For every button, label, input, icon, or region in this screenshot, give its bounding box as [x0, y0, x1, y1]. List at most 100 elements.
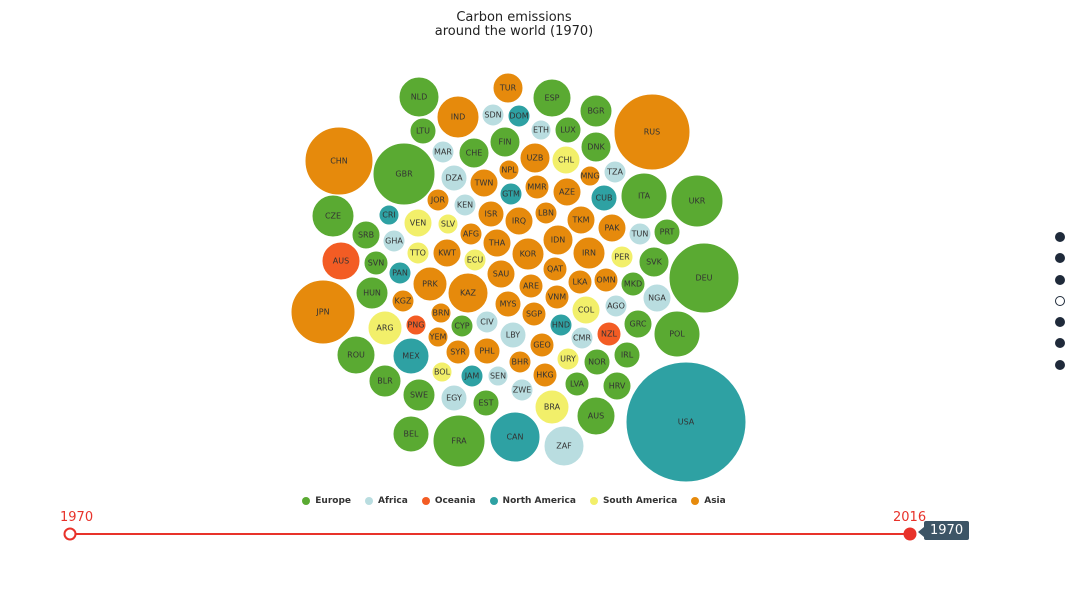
bubble-bra[interactable]: BRA [534, 389, 570, 425]
bubble-nor[interactable]: NOR [583, 348, 611, 376]
bubble-circle[interactable] [579, 165, 601, 187]
bubble-circle[interactable] [668, 242, 740, 314]
bubble-circle[interactable] [590, 184, 618, 212]
bubble-circle[interactable] [518, 273, 544, 299]
bubble-circle[interactable] [551, 145, 581, 175]
bubble-ita[interactable]: ITA [620, 172, 668, 220]
bubble-afg[interactable]: AFG [459, 222, 483, 246]
bubble-svn[interactable]: SVN [363, 250, 389, 276]
bubble-circle[interactable] [529, 332, 555, 358]
bubble-circle[interactable] [487, 365, 509, 387]
bubble-hrv[interactable]: HRV [602, 371, 632, 401]
bubble-circle[interactable] [440, 164, 468, 192]
bubble-circle[interactable] [653, 218, 681, 246]
bubble-circle[interactable] [571, 295, 601, 325]
bubble-circle[interactable] [620, 271, 646, 297]
bubble-irq[interactable]: IRQ [504, 206, 534, 236]
bubble-tto[interactable]: TTO [406, 241, 430, 265]
bubble-zwe[interactable]: ZWE [510, 378, 534, 402]
bubble-circle[interactable] [472, 389, 500, 417]
bubble-circle[interactable] [613, 341, 641, 369]
bubble-circle[interactable] [431, 140, 455, 164]
bubble-kaz[interactable]: KAZ [447, 272, 489, 314]
bubble-col[interactable]: COL [571, 295, 601, 325]
bubble-nzl[interactable]: NZL [596, 321, 622, 347]
bubble-circle[interactable] [521, 301, 547, 327]
bubble-circle[interactable] [445, 339, 471, 365]
bubble-circle[interactable] [388, 261, 412, 285]
legend-item-europe[interactable]: Europe [302, 496, 351, 506]
bubble-circle[interactable] [604, 294, 628, 318]
nav-dot-4[interactable] [1055, 295, 1065, 306]
bubble-circle[interactable] [549, 313, 573, 337]
bubble-deu[interactable]: DEU [668, 242, 740, 314]
nav-dot-6[interactable] [1055, 338, 1065, 349]
bubble-eth[interactable]: ETH [530, 119, 552, 141]
bubble-circle[interactable] [403, 208, 433, 238]
bubble-prt[interactable]: PRT [653, 218, 681, 246]
bubble-circle[interactable] [511, 237, 545, 271]
bubble-circle[interactable] [625, 361, 747, 483]
bubble-chl[interactable]: CHL [551, 145, 581, 175]
bubble-uzb[interactable]: UZB [519, 142, 551, 174]
bubble-circle[interactable] [398, 76, 440, 118]
bubble-jpn[interactable]: JPN [290, 279, 356, 345]
bubble-slv[interactable]: SLV [437, 213, 459, 235]
bubble-circle[interactable] [532, 362, 558, 388]
bubble-ury[interactable]: URY [556, 347, 580, 371]
bubble-grc[interactable]: GRC [623, 309, 653, 339]
bubble-ken[interactable]: KEN [453, 193, 477, 217]
bubble-circle[interactable] [524, 174, 550, 200]
bubble-circle[interactable] [653, 310, 701, 358]
bubble-tur[interactable]: TUR [492, 72, 524, 104]
bubble-hkg[interactable]: HKG [532, 362, 558, 388]
bubble-mkd[interactable]: MKD [620, 271, 646, 297]
bubble-circle[interactable] [426, 188, 450, 212]
bubble-circle[interactable] [469, 168, 499, 198]
bubble-cyp[interactable]: CYP [450, 314, 474, 338]
bubble-irn[interactable]: IRN [572, 236, 606, 270]
bubble-brn[interactable]: BRN [430, 302, 452, 324]
bubble-circle[interactable] [499, 321, 527, 349]
bubble-circle[interactable] [638, 246, 670, 278]
bubble-hnd[interactable]: HND [549, 313, 573, 337]
bubble-circle[interactable] [492, 72, 524, 104]
bubble-circle[interactable] [507, 104, 531, 128]
bubble-isr[interactable]: ISR [477, 200, 505, 228]
bubble-circle[interactable] [458, 137, 490, 169]
bubble-cmr[interactable]: CMR [570, 326, 594, 350]
bubble-circle[interactable] [440, 384, 468, 412]
bubble-hun[interactable]: HUN [355, 276, 389, 310]
bubble-circle[interactable] [432, 238, 462, 268]
bubble-circle[interactable] [391, 289, 415, 313]
nav-dot-5[interactable] [1055, 317, 1065, 328]
bubble-srb[interactable]: SRB [351, 220, 381, 250]
bubble-gtm[interactable]: GTM [499, 182, 523, 206]
bubble-twn[interactable]: TWN [469, 168, 499, 198]
bubble-png[interactable]: PNG [405, 314, 427, 336]
bubble-civ[interactable]: CIV [475, 310, 499, 334]
bubble-circle[interactable] [481, 103, 505, 127]
bubble-jor[interactable]: JOR [426, 188, 450, 212]
bubble-ltu[interactable]: LTU [409, 117, 437, 145]
bubble-omn[interactable]: OMN [593, 267, 619, 293]
bubble-circle[interactable] [542, 256, 568, 282]
bubble-circle[interactable] [392, 415, 430, 453]
bubble-can[interactable]: CAN [489, 411, 541, 463]
bubble-circle[interactable] [463, 248, 487, 272]
bubble-circle[interactable] [460, 364, 484, 388]
bubble-circle[interactable] [432, 414, 486, 468]
bubble-circle[interactable] [572, 236, 606, 270]
bubble-circle[interactable] [554, 116, 582, 144]
legend-item-asia[interactable]: Asia [691, 496, 726, 506]
bubble-ago[interactable]: AGO [604, 294, 628, 318]
bubble-aze[interactable]: AZE [552, 177, 582, 207]
bubble-sdn[interactable]: SDN [481, 103, 505, 127]
bubble-circle[interactable] [486, 259, 516, 289]
bubble-circle[interactable] [489, 411, 541, 463]
bubble-tza[interactable]: TZA [603, 160, 627, 184]
bubble-circle[interactable] [580, 131, 612, 163]
bubble-circle[interactable] [597, 213, 627, 243]
bubble-circle[interactable] [473, 337, 501, 365]
bubble-swe[interactable]: SWE [402, 378, 436, 412]
